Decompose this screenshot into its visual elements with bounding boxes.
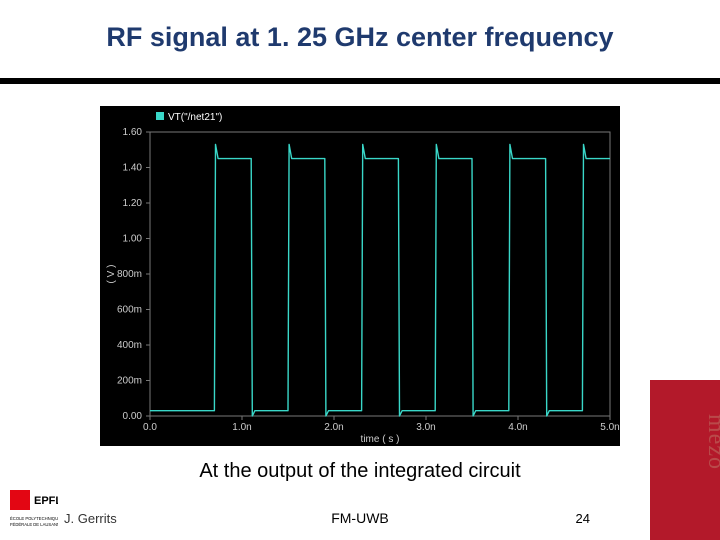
horizontal-rule — [0, 78, 720, 84]
svg-text:400m: 400m — [117, 340, 142, 351]
svg-text:0.0: 0.0 — [143, 422, 157, 433]
svg-text:( V ): ( V ) — [106, 265, 117, 284]
svg-text:3.0n: 3.0n — [416, 422, 435, 433]
footer-page-number: 24 — [576, 511, 590, 526]
svg-text:1.20: 1.20 — [123, 198, 143, 209]
svg-text:VT("/net21"): VT("/net21") — [168, 112, 222, 123]
svg-text:0.00: 0.00 — [123, 411, 143, 422]
svg-text:time ( s ): time ( s ) — [361, 434, 400, 445]
svg-text:200m: 200m — [117, 376, 142, 387]
svg-text:1.0n: 1.0n — [232, 422, 251, 433]
svg-text:800m: 800m — [117, 269, 142, 280]
chart-caption: At the output of the integrated circuit — [0, 460, 720, 483]
svg-text:EPFL: EPFL — [34, 495, 58, 507]
oscilloscope-chart: 0.00 200m 400m 600m 800m 1.00 1.20 1.40 1.60 0.0 1… — [100, 106, 620, 446]
svg-text:1.40: 1.40 — [123, 163, 143, 174]
brand-sidebar-text: mezo — [702, 414, 720, 470]
slide-title: RF signal at 1. 25 GHz center frequency — [0, 22, 720, 53]
svg-text:600m: 600m — [117, 305, 142, 316]
svg-text:4.0n: 4.0n — [508, 422, 527, 433]
svg-text:1.60: 1.60 — [123, 127, 143, 138]
svg-text:2.0n: 2.0n — [324, 422, 343, 433]
footer-title: FM-UWB — [0, 510, 720, 526]
svg-text:5.0n: 5.0n — [600, 422, 619, 433]
svg-text:1.00: 1.00 — [123, 234, 143, 245]
